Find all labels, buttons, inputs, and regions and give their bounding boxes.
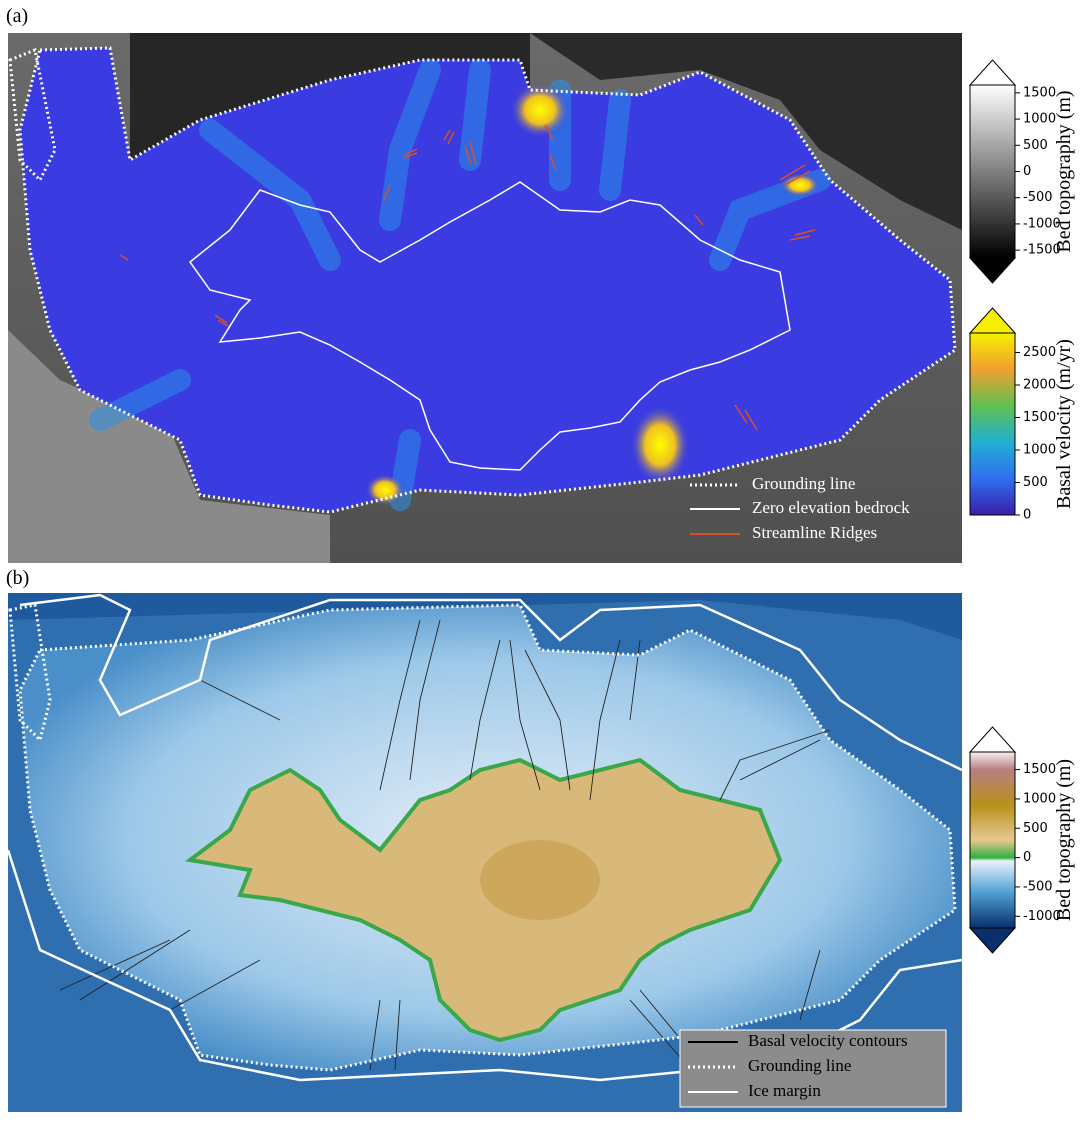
tick-label: 1000 bbox=[1023, 112, 1056, 127]
tick-label: 1500 bbox=[1023, 85, 1056, 100]
tick-label: -1000 bbox=[1023, 909, 1061, 924]
tick-label: 1500 bbox=[1023, 410, 1056, 425]
panel-label: (a) bbox=[6, 5, 28, 27]
tick-label: -500 bbox=[1023, 879, 1053, 894]
colorbar-extend bbox=[968, 927, 1017, 954]
tick-label: -1000 bbox=[1023, 216, 1061, 231]
map-a bbox=[8, 33, 962, 563]
colorbar-label: Bed topography (m) bbox=[1053, 759, 1075, 921]
tick-label: 500 bbox=[1023, 475, 1048, 490]
colorbar-label: Basal velocity (m/yr) bbox=[1053, 339, 1075, 509]
legend-label: Grounding line bbox=[752, 474, 855, 493]
colorbar-label: Bed topography (m) bbox=[1053, 90, 1075, 252]
colorbar bbox=[969, 84, 1016, 259]
panel-label: (b) bbox=[6, 567, 29, 589]
legend-label: Grounding line bbox=[748, 1056, 851, 1075]
colorbar-extend bbox=[968, 307, 1017, 334]
tick-label: -500 bbox=[1023, 190, 1053, 205]
tick-label: 1000 bbox=[1023, 443, 1056, 458]
tick-label: 500 bbox=[1023, 138, 1048, 153]
tick-label: 1500 bbox=[1023, 762, 1056, 777]
tick-label: 1000 bbox=[1023, 791, 1056, 806]
colorbar-extend bbox=[968, 726, 1017, 753]
tick-label: 0 bbox=[1023, 850, 1031, 865]
tick-label: 0 bbox=[1023, 508, 1031, 523]
colorbar bbox=[969, 332, 1016, 516]
tick-label: 2500 bbox=[1023, 345, 1056, 360]
legend-label: Ice margin bbox=[748, 1081, 821, 1100]
tick-label: -1500 bbox=[1023, 243, 1061, 258]
colorbar-extend bbox=[968, 257, 1017, 284]
legend-label: Streamline Ridges bbox=[752, 523, 877, 542]
legend-label: Zero elevation bedrock bbox=[752, 498, 910, 517]
tick-label: 0 bbox=[1023, 164, 1031, 179]
colorbar bbox=[969, 751, 1016, 929]
tick-label: 500 bbox=[1023, 821, 1048, 836]
colorbar-extend bbox=[968, 59, 1017, 86]
map-b bbox=[6, 593, 963, 1112]
tick-label: 2000 bbox=[1023, 378, 1056, 393]
legend-label: Basal velocity contours bbox=[748, 1031, 908, 1050]
